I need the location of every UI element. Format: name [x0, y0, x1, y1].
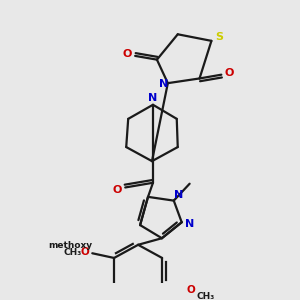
Text: CH₃: CH₃: [196, 292, 215, 300]
Text: S: S: [215, 32, 223, 42]
Text: methoxy: methoxy: [48, 241, 93, 250]
Text: N: N: [148, 93, 158, 103]
Text: O: O: [187, 285, 195, 295]
Text: N: N: [185, 219, 194, 229]
Text: O: O: [112, 185, 122, 195]
Text: O: O: [122, 49, 132, 59]
Text: N: N: [174, 190, 183, 200]
Text: N: N: [159, 79, 169, 89]
Text: CH₃: CH₃: [63, 248, 82, 257]
Text: O: O: [81, 247, 90, 257]
Text: O: O: [225, 68, 234, 78]
